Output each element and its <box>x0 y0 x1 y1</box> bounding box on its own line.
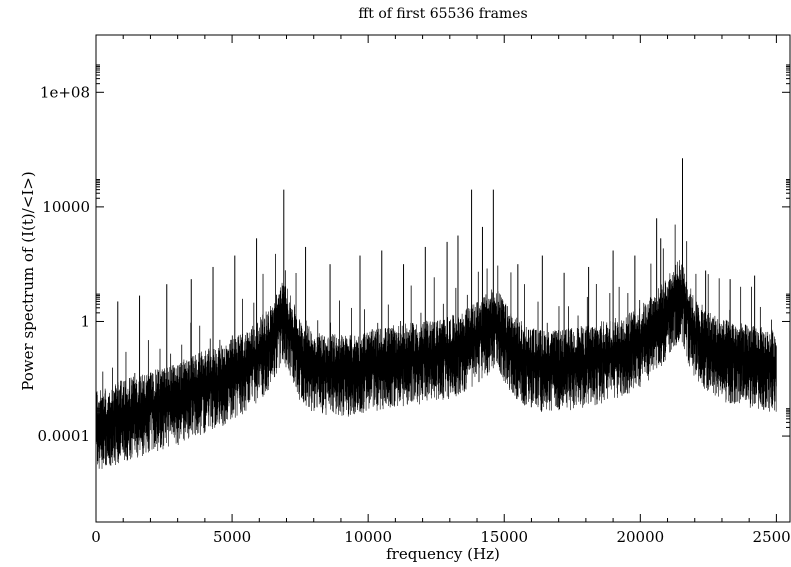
y-tick-label: 1e+08 <box>40 83 90 101</box>
x-tick-label: 10000 <box>344 528 392 546</box>
plot-frame <box>95 34 791 523</box>
x-axis-label: frequency (Hz) <box>386 545 500 563</box>
spectrum-trace <box>95 260 777 469</box>
x-tick-label: 15000 <box>480 528 528 546</box>
x-tick-label: 0 <box>91 528 101 546</box>
y-tick-label: 0.0001 <box>38 427 91 445</box>
y-tick-label: 1 <box>80 312 90 330</box>
x-tick-label: 5000 <box>213 528 251 546</box>
y-tick-label: 10000 <box>42 198 90 216</box>
chart-title: fft of first 65536 frames <box>358 6 528 22</box>
x-tick-label: 20000 <box>616 528 664 546</box>
y-axis-label: Power spectrum of (I(t)/<I>) <box>19 171 37 391</box>
